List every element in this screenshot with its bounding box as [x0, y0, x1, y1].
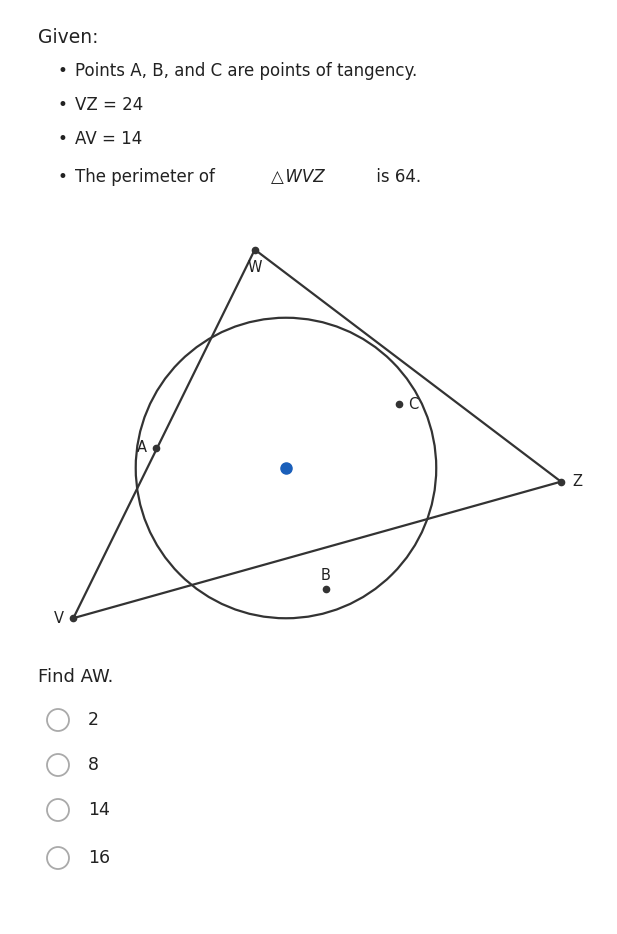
Text: △ WVZ: △ WVZ — [271, 168, 325, 186]
Text: V: V — [54, 611, 64, 626]
Text: 8: 8 — [88, 756, 99, 774]
Text: is 64.: is 64. — [371, 168, 421, 186]
Text: •: • — [58, 62, 68, 80]
Text: VZ = 24: VZ = 24 — [75, 96, 143, 114]
Text: 16: 16 — [88, 849, 110, 867]
Text: •: • — [58, 96, 68, 114]
Text: AV = 14: AV = 14 — [75, 130, 143, 148]
Text: The perimeter of: The perimeter of — [75, 168, 220, 186]
Text: W: W — [247, 260, 262, 276]
Text: 14: 14 — [88, 801, 110, 819]
Text: A: A — [136, 440, 147, 455]
Text: Z: Z — [572, 474, 582, 489]
Text: 2: 2 — [88, 711, 99, 729]
Text: Points A, B, and C are points of tangency.: Points A, B, and C are points of tangenc… — [75, 62, 417, 80]
Text: B: B — [321, 568, 331, 583]
Text: •: • — [58, 168, 68, 186]
Text: Find AW.: Find AW. — [38, 668, 114, 686]
Text: •: • — [58, 130, 68, 148]
Text: C: C — [408, 397, 418, 412]
Text: Given:: Given: — [38, 28, 99, 47]
